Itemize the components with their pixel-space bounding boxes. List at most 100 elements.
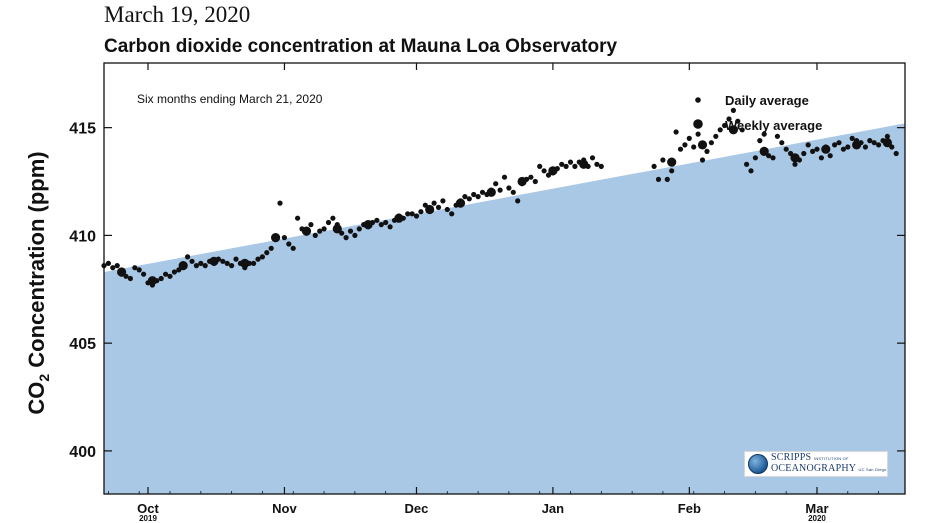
- weekly-average-point: [759, 146, 769, 156]
- weekly-average-point: [240, 258, 250, 268]
- y-tick-label: 410: [69, 228, 96, 245]
- weekly-average-point: [697, 140, 708, 150]
- daily-average-point: [171, 269, 177, 275]
- daily-average-point: [233, 256, 239, 262]
- daily-average-point: [290, 245, 296, 251]
- daily-average-point: [893, 150, 899, 157]
- daily-average-point: [202, 263, 208, 269]
- daily-average-point: [748, 168, 754, 174]
- daily-average-point: [541, 168, 547, 174]
- chart-title: Carbon dioxide concentration at Mauna Lo…: [104, 36, 618, 57]
- scripps-logo: SCRIPPS INSTITUTION OF OCEANOGRAPHY UC S…: [744, 451, 888, 477]
- daily-average-point: [444, 206, 450, 213]
- daily-average-point: [352, 232, 358, 238]
- y-tick-label: 400: [69, 444, 96, 461]
- weekly-average-point: [147, 276, 157, 286]
- daily-average-point: [101, 263, 107, 269]
- daily-average-point: [774, 133, 781, 139]
- globe-icon: [748, 454, 768, 474]
- x-tick-label: Dec: [405, 501, 429, 516]
- daily-average-point: [655, 176, 662, 182]
- weekly-average-point: [852, 140, 862, 150]
- daily-average-point: [493, 181, 499, 187]
- daily-average-point: [440, 198, 446, 204]
- y-axis-label: CO2 Concentration (ppm): [23, 151, 53, 415]
- daily-average-point: [506, 185, 512, 191]
- daily-average-point: [691, 144, 697, 150]
- daily-average-point: [466, 196, 472, 202]
- daily-average-point: [722, 122, 728, 129]
- daily-average-point: [744, 161, 750, 167]
- daily-average-point: [594, 161, 600, 167]
- daily-average-point: [805, 142, 811, 148]
- daily-average-point: [660, 157, 666, 163]
- daily-average-point: [449, 211, 455, 217]
- daily-average-point: [105, 260, 111, 266]
- x-tick-label: Mar: [805, 501, 828, 516]
- x-tick-year: 2019: [139, 514, 157, 523]
- daily-average-point: [418, 209, 424, 215]
- daily-average-point: [479, 189, 486, 195]
- daily-average-point: [589, 155, 596, 161]
- daily-average-point: [286, 241, 292, 247]
- daily-average-point: [814, 146, 820, 152]
- weekly-average-point: [178, 261, 188, 271]
- daily-average-point: [255, 256, 261, 262]
- daily-average-point: [163, 271, 169, 277]
- daily-average-point: [435, 204, 442, 210]
- daily-average-point: [836, 140, 842, 146]
- x-tick-label: Feb: [678, 501, 701, 516]
- daily-average-point: [281, 235, 287, 241]
- chart-annotation: Six months ending March 21, 2020: [137, 92, 323, 106]
- daily-average-point: [532, 178, 538, 185]
- daily-average-point: [374, 217, 380, 223]
- weekly-average-point: [117, 267, 127, 277]
- daily-average-point: [325, 219, 332, 226]
- daily-average-point: [515, 198, 521, 204]
- daily-average-point: [845, 144, 851, 150]
- daily-average-point: [158, 275, 164, 282]
- daily-average-point: [871, 140, 877, 146]
- daily-average-point: [818, 155, 825, 161]
- weekly-average-point: [209, 256, 219, 266]
- daily-average-point: [682, 142, 688, 148]
- daily-average-point: [308, 222, 314, 228]
- weekly-average-point: [882, 138, 893, 148]
- daily-average-point: [229, 263, 235, 269]
- daily-average-point: [757, 138, 763, 144]
- daily-average-point: [726, 116, 732, 122]
- daily-average-point: [259, 254, 265, 260]
- daily-average-point: [475, 194, 481, 200]
- daily-average-point: [330, 215, 336, 221]
- weekly-average-point: [271, 233, 281, 243]
- daily-average-point: [810, 148, 816, 154]
- x-tick-year: 2020: [808, 514, 826, 523]
- weekly-average-point: [301, 226, 312, 236]
- daily-average-point: [110, 265, 116, 271]
- x-tick-label: Oct: [137, 501, 159, 516]
- daily-average-point: [114, 263, 120, 269]
- daily-average-point: [356, 226, 362, 232]
- daily-average-point: [717, 127, 723, 133]
- daily-average-point: [686, 135, 692, 141]
- daily-average-point: [198, 260, 204, 266]
- legend-weekly-label: Weekly average: [725, 118, 822, 133]
- daily-average-point: [699, 157, 706, 163]
- daily-average-point: [264, 250, 270, 256]
- daily-average-point: [321, 226, 327, 232]
- daily-average-point: [677, 146, 684, 152]
- daily-average-point: [735, 118, 741, 124]
- daily-average-point: [185, 254, 191, 260]
- weekly-average-point: [486, 187, 496, 197]
- daily-average-point: [827, 153, 833, 159]
- daily-average-point: [220, 258, 226, 264]
- legend-daily-label: Daily average: [725, 93, 809, 108]
- daily-average-point: [567, 159, 574, 165]
- daily-average-point: [713, 133, 719, 139]
- daily-average-point: [669, 168, 675, 174]
- legend-weekly-marker: [693, 119, 703, 129]
- x-tick-label: Nov: [272, 501, 297, 516]
- daily-average-point: [537, 163, 543, 169]
- daily-average-point: [378, 222, 384, 228]
- y-tick-label: 415: [69, 121, 96, 138]
